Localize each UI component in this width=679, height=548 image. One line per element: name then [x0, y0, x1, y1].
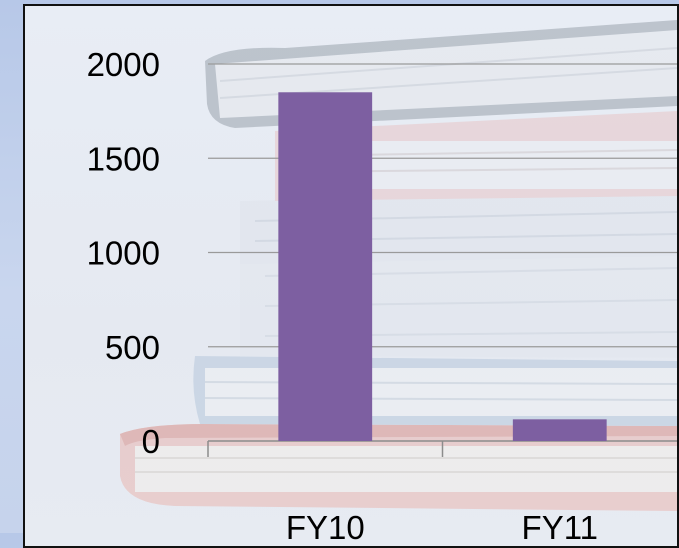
y-tick-label: 2000	[87, 46, 160, 83]
bar-fy11	[513, 419, 607, 441]
y-tick-label: 1500	[87, 140, 160, 177]
y-tick-label: 500	[105, 329, 160, 366]
bar-fy10	[278, 92, 372, 441]
bar-chart: 0 500 1000 1500 2000 FY10 FY11	[25, 6, 677, 546]
x-tick-label: FY10	[286, 509, 365, 546]
x-axis-tick-labels: FY10 FY11	[286, 509, 598, 546]
x-tick-label: FY11	[522, 509, 598, 546]
y-tick-label: 0	[142, 423, 160, 460]
y-tick-label: 1000	[87, 235, 160, 272]
y-axis-tick-labels: 0 500 1000 1500 2000	[87, 46, 160, 460]
chart-frame: 0 500 1000 1500 2000 FY10 FY11	[23, 4, 679, 548]
